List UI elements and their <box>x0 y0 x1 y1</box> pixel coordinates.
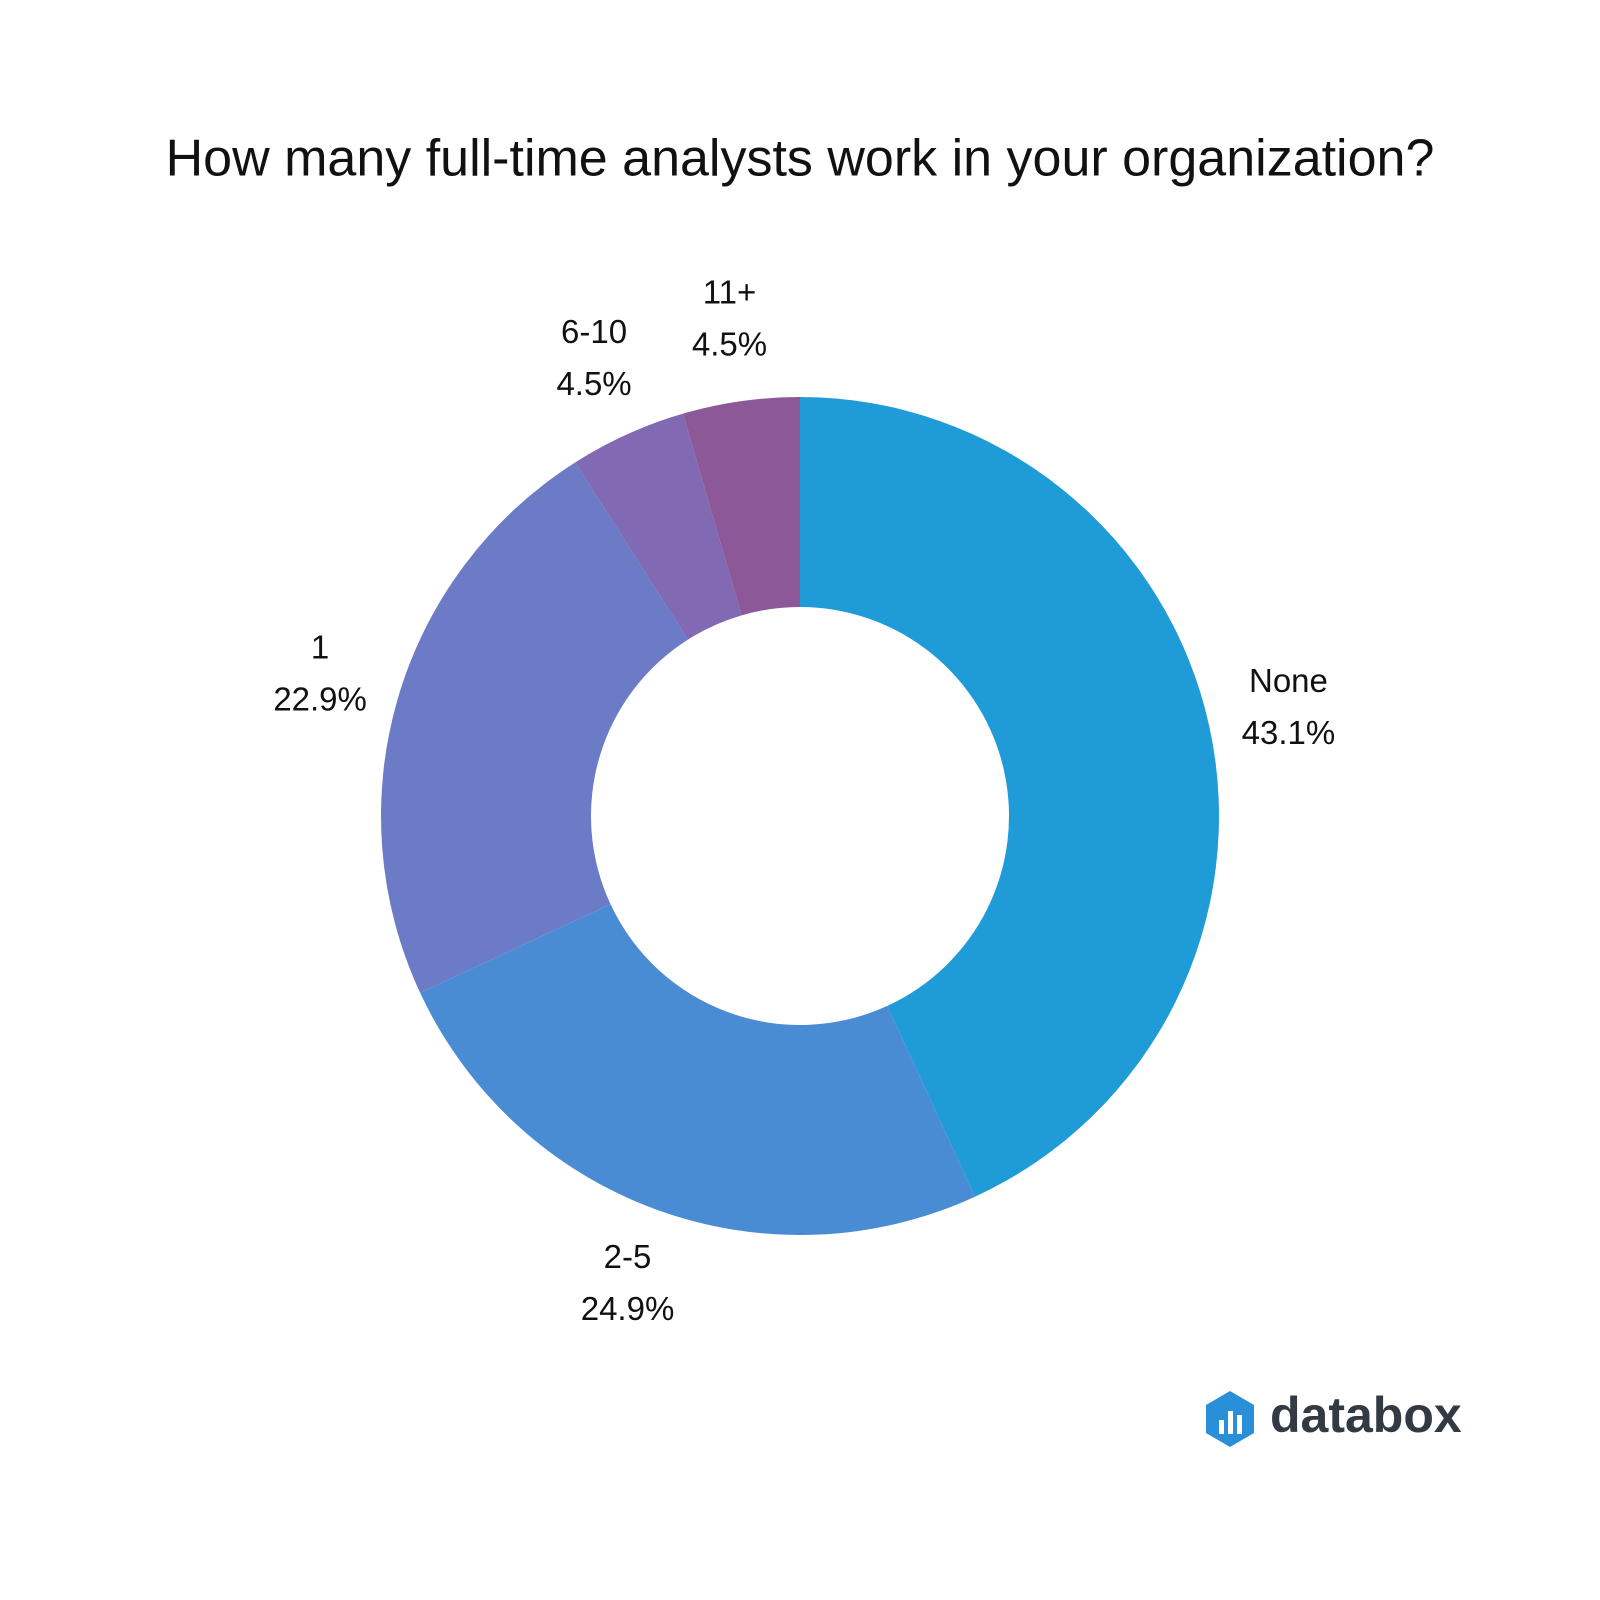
chart-title: How many full-time analysts work in your… <box>166 130 1435 188</box>
donut-slice <box>575 413 742 640</box>
slice-label: 1 <box>311 628 329 665</box>
value-label: 4.5% <box>692 326 767 363</box>
slice-label: 11+ <box>703 274 757 311</box>
donut-slice <box>420 904 975 1236</box>
brand-name: databox <box>1270 1387 1462 1443</box>
logo-bar <box>1228 1411 1233 1434</box>
logo-bar <box>1219 1420 1224 1434</box>
value-label: 24.9% <box>581 1290 675 1327</box>
brand-logo: databox <box>1206 1387 1462 1447</box>
value-label: 22.9% <box>273 680 367 717</box>
value-label: 4.5% <box>556 365 631 402</box>
value-label: 43.1% <box>1242 714 1336 751</box>
slice-label: 6-10 <box>561 313 627 350</box>
slice-label: None <box>1249 662 1328 699</box>
donut-slice <box>800 397 1219 1197</box>
donut-slice <box>682 397 800 616</box>
slice-label: 2-5 <box>604 1238 652 1275</box>
donut-slice <box>381 462 688 993</box>
logo-bar <box>1237 1415 1242 1434</box>
